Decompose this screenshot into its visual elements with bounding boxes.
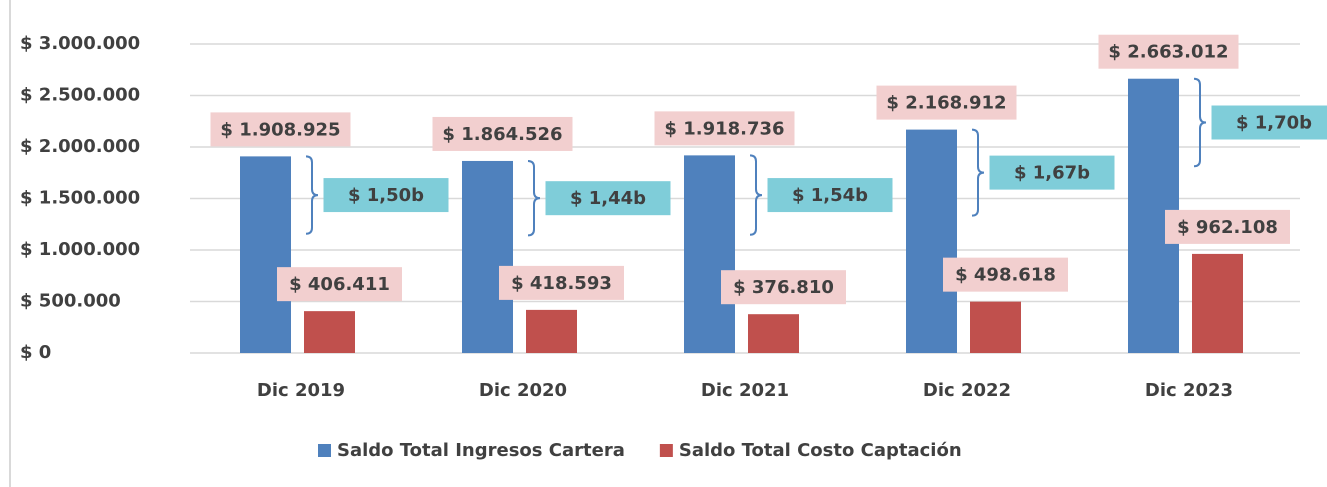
annotation: $ 1,70b [1236, 113, 1312, 134]
x-tick-label: Dic 2020 [479, 380, 567, 401]
y-tick-label: $ 3.000.000 [20, 33, 140, 54]
bar [240, 156, 291, 353]
bar [906, 129, 957, 353]
value-label-bg [210, 112, 351, 147]
x-tick-label: Dic 2019 [257, 380, 345, 401]
x-tick-label: Dic 2021 [701, 380, 789, 401]
legend-label: Saldo Total Costo Captación [679, 440, 962, 461]
bar [684, 155, 735, 353]
value-label: $ 2.663.012 [1108, 42, 1228, 63]
annotation: $ 1,54b [792, 185, 868, 206]
value-label-bg [721, 270, 846, 305]
legend-swatch [659, 444, 673, 457]
annotation-bg [989, 155, 1115, 190]
value-label-bg [499, 265, 624, 300]
bar [526, 309, 577, 353]
value-label-bg [1165, 209, 1290, 244]
bar [304, 311, 355, 353]
brace [527, 159, 541, 237]
legend-label: Saldo Total Ingresos Cartera [337, 440, 625, 461]
bar [970, 301, 1021, 353]
y-tick-label: $ 500.000 [20, 291, 121, 312]
annotation: $ 1,44b [570, 188, 646, 209]
brace [1193, 77, 1207, 168]
value-label: $ 406.411 [289, 274, 390, 295]
y-tick-label: $ 1.000.000 [20, 239, 140, 260]
annotation-bg [545, 181, 671, 216]
bar [462, 160, 513, 353]
brace [305, 155, 319, 235]
value-label-bg [943, 257, 1068, 292]
value-label: $ 1.918.736 [664, 118, 784, 139]
y-tick-label: $ 2.000.000 [20, 136, 140, 157]
brace [971, 128, 985, 217]
value-label: $ 1.908.925 [220, 119, 340, 140]
value-label: $ 376.810 [733, 277, 834, 298]
annotation-bg [323, 178, 449, 213]
y-tick-label: $ 0 [20, 342, 51, 363]
y-tick-label: $ 1.500.000 [20, 188, 140, 209]
y-tick-label: $ 2.500.000 [20, 85, 140, 106]
annotation-bg [1211, 105, 1327, 140]
x-tick-label: Dic 2023 [1145, 380, 1233, 401]
annotation: $ 1,67b [1014, 163, 1090, 184]
legend-swatch [318, 444, 331, 457]
value-label-bg [654, 111, 795, 146]
value-label: $ 1.864.526 [442, 124, 562, 145]
value-label: $ 962.108 [1177, 217, 1278, 238]
annotation-bg [767, 178, 893, 213]
bar [748, 314, 799, 353]
value-label: $ 2.168.912 [886, 93, 1006, 114]
x-tick-label: Dic 2022 [923, 380, 1011, 401]
value-label-bg [277, 267, 402, 302]
value-label: $ 498.618 [955, 265, 1056, 286]
bar [1192, 253, 1243, 353]
value-label-bg [432, 116, 573, 151]
value-label-bg [876, 85, 1017, 120]
annotation: $ 1,50b [348, 185, 424, 206]
value-label-bg [1098, 34, 1239, 69]
value-label: $ 418.593 [511, 273, 612, 294]
brace [749, 154, 763, 236]
